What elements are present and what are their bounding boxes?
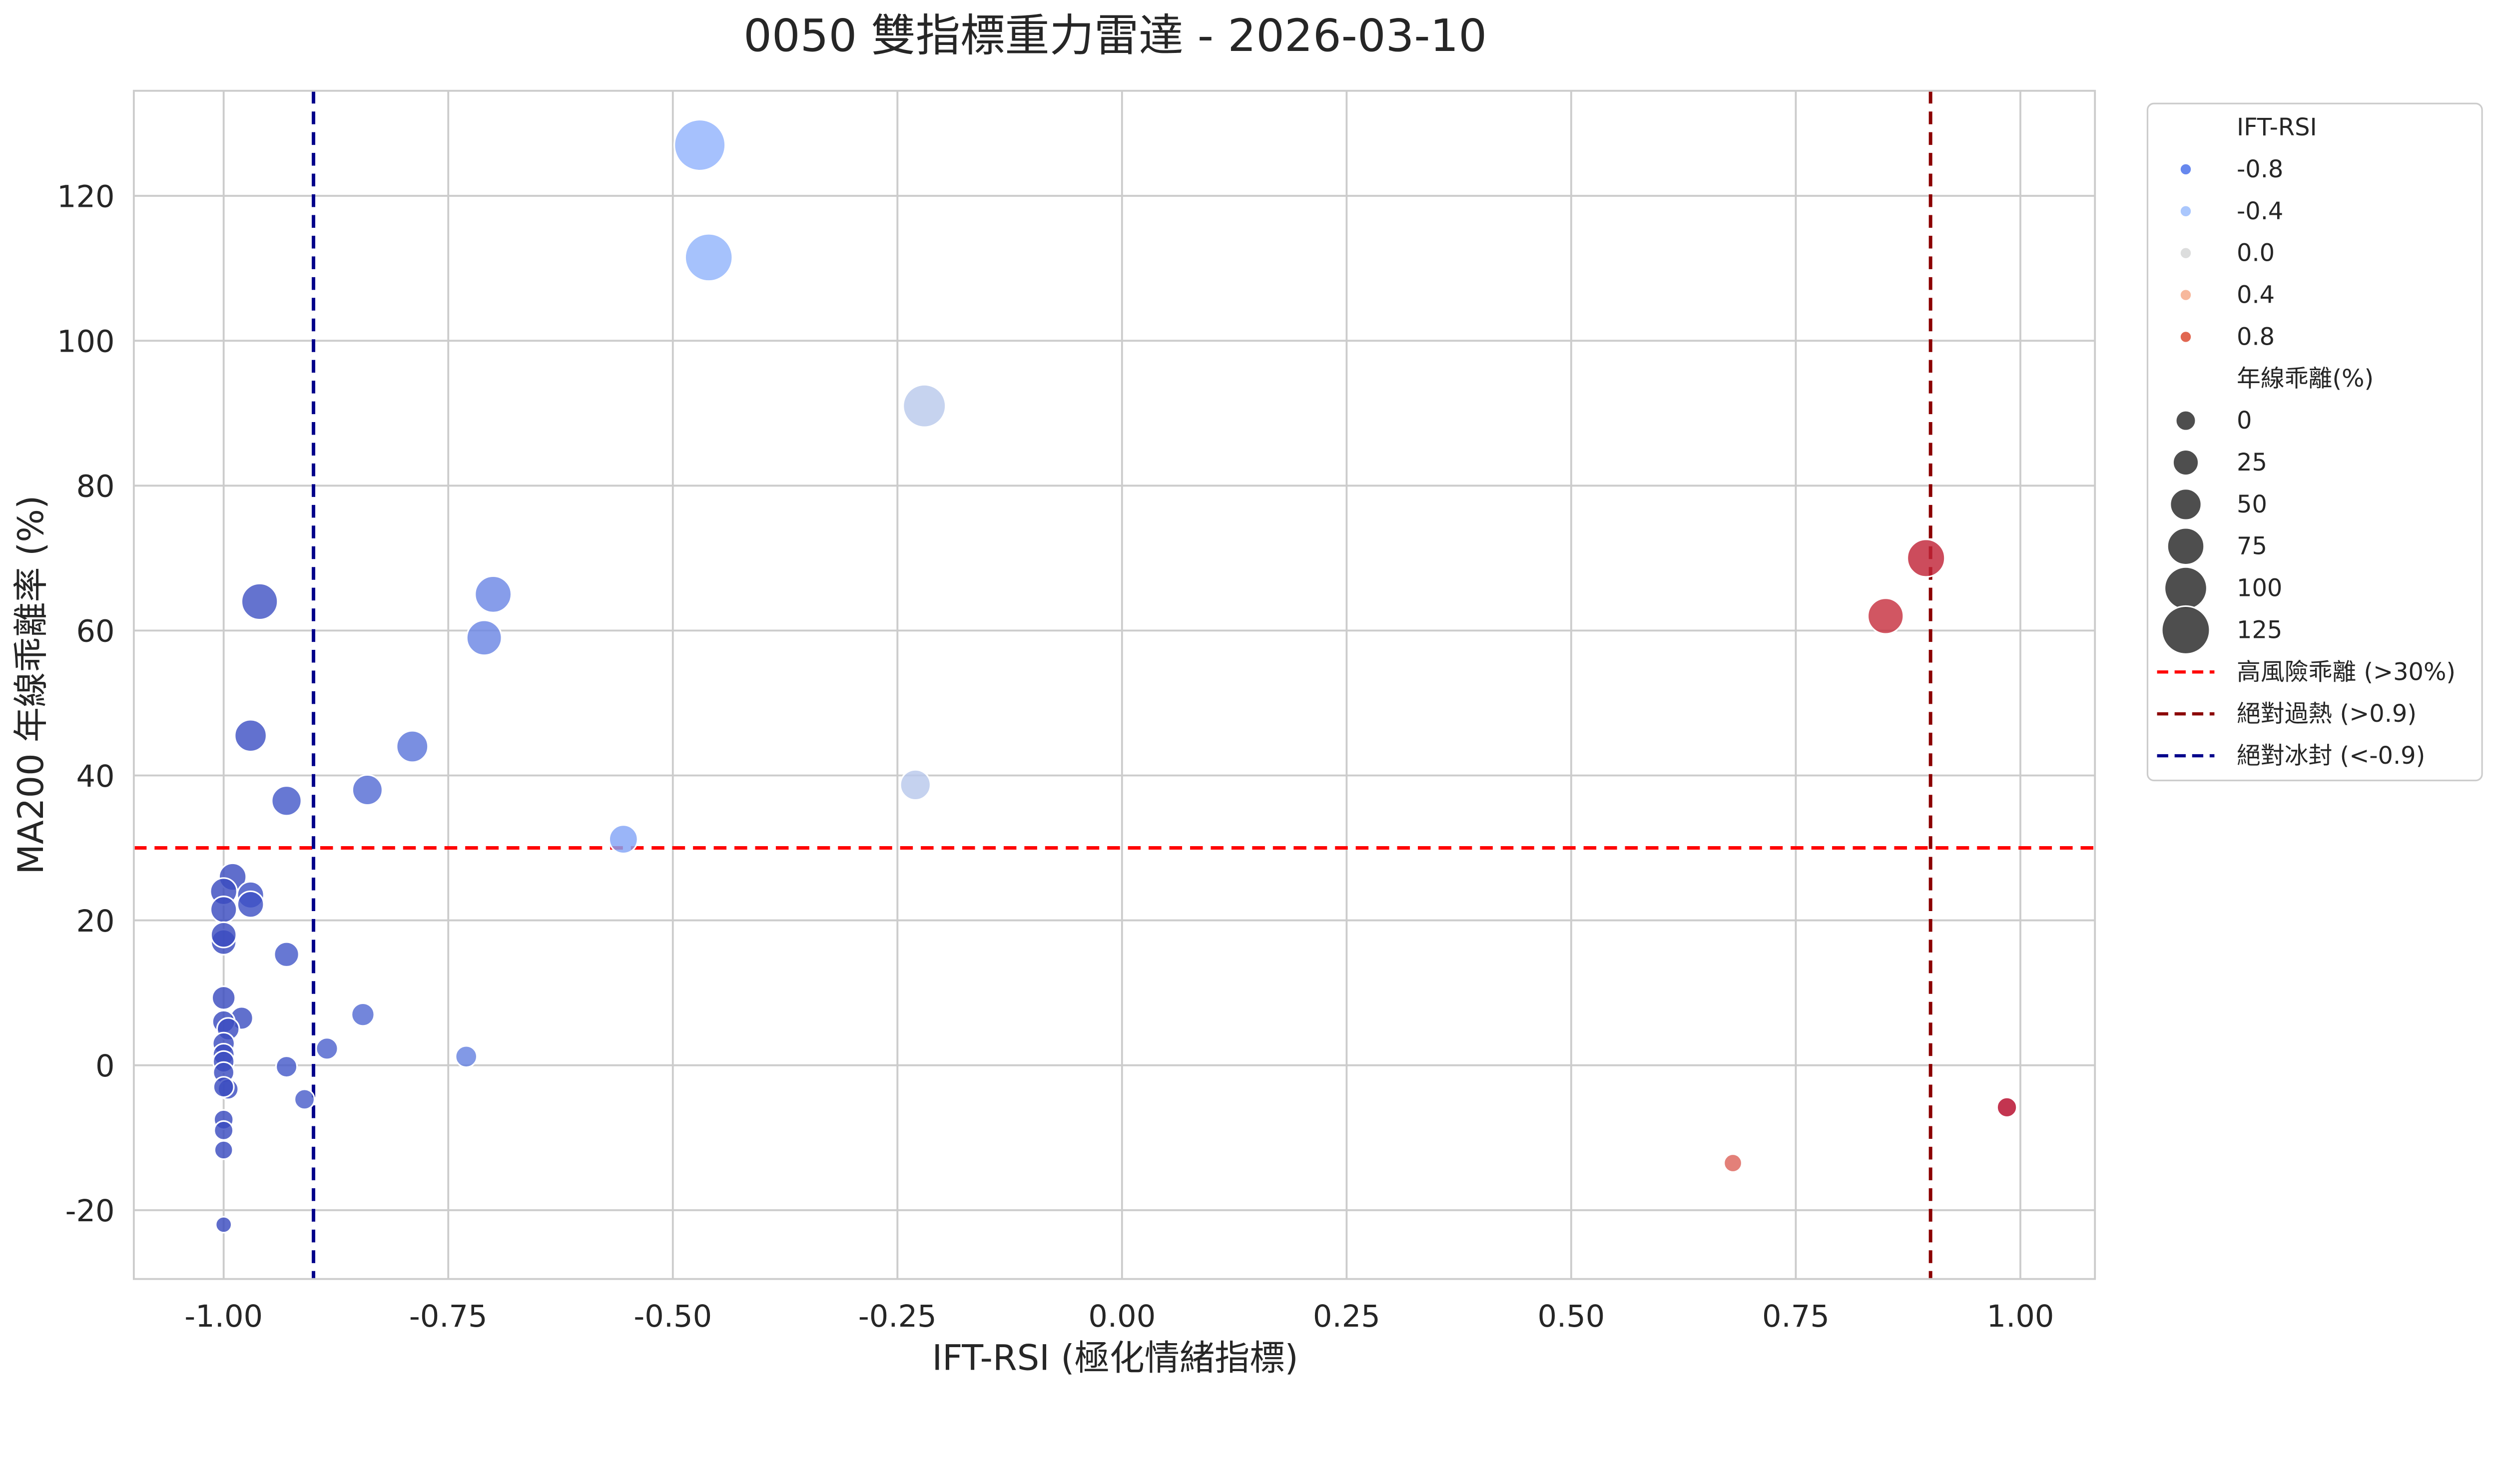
- y-tick-label: 80: [76, 470, 115, 504]
- legend-size-marker: [2175, 410, 2197, 432]
- data-point: [213, 1140, 234, 1160]
- data-point: [271, 785, 302, 817]
- y-tick-label: -20: [65, 1194, 115, 1229]
- legend-size-label: 75: [2237, 533, 2267, 560]
- plot-frame: [132, 89, 2096, 1280]
- data-point: [902, 384, 947, 428]
- chart-title: 0050 雙指標重力雷達 - 2026-03-10: [743, 10, 1487, 62]
- data-point: [1996, 1096, 2018, 1118]
- x-axis-label: IFT-RSI (極化情緒指標): [932, 1337, 1298, 1378]
- reference-lines: [133, 90, 2095, 1279]
- x-tick-label: -0.75: [409, 1299, 488, 1334]
- data-point: [1906, 538, 1946, 578]
- legend-size-label: 50: [2237, 491, 2267, 518]
- y-axis-label: MA200 年線乖離率 (%): [10, 495, 51, 875]
- data-point: [673, 118, 726, 172]
- x-tick-label: 0.00: [1088, 1299, 1156, 1334]
- legend-size-label: 125: [2237, 616, 2282, 644]
- x-tick-label: 0.50: [1537, 1299, 1605, 1334]
- legend-hue-label: 0.4: [2237, 282, 2275, 309]
- data-point: [234, 719, 268, 753]
- legend-line-label: 高風險乖離 (>30%): [2237, 658, 2456, 686]
- legend-line-label: 絕對冰封 (<-0.9): [2237, 742, 2425, 770]
- data-point: [608, 824, 638, 855]
- y-tick-label: 40: [76, 759, 115, 794]
- x-tick-label: 0.25: [1313, 1299, 1380, 1334]
- y-tick-label: 100: [57, 325, 115, 360]
- data-point: [211, 985, 236, 1010]
- data-point: [1867, 597, 1904, 635]
- legend-hue-marker: [2180, 206, 2191, 217]
- legend-hue-marker: [2180, 290, 2191, 300]
- scatter-chart: 0050 雙指標重力雷達 - 2026-03-10 -1.00 -0.75 -0.5…: [10, 10, 2483, 1378]
- x-tick-label: -1.00: [184, 1299, 263, 1334]
- data-point: [466, 619, 503, 656]
- data-point: [396, 730, 429, 763]
- data-point: [275, 1055, 298, 1078]
- data-point: [293, 1088, 316, 1110]
- legend-hue-title: IFT-RSI: [2237, 114, 2317, 141]
- legend-size-marker: [2163, 566, 2208, 610]
- data-points: [209, 118, 2018, 1234]
- data-point: [210, 921, 237, 949]
- x-tick-label: 0.75: [1762, 1299, 1830, 1334]
- data-point: [455, 1045, 478, 1068]
- legend-size-marker: [2161, 605, 2211, 655]
- grid: [133, 90, 2095, 1279]
- data-point: [684, 233, 733, 282]
- legend-size-marker: [2166, 527, 2205, 566]
- legend-hue-label: 0.0: [2237, 240, 2275, 267]
- legend-hue-label: -0.8: [2237, 156, 2283, 183]
- data-point: [315, 1037, 339, 1060]
- x-ticks: -1.00 -0.75 -0.50 -0.25 0.00 0.25 0.50 0.75 1.00: [184, 1299, 2054, 1334]
- data-point: [351, 774, 384, 806]
- data-point: [273, 941, 300, 968]
- y-ticks: -20 0 20 40 60 80 100 120: [57, 179, 115, 1229]
- legend-hue-label: 0.8: [2237, 323, 2275, 351]
- legend-size-marker: [2169, 488, 2202, 521]
- legend-size-label: 100: [2237, 575, 2282, 602]
- legend: IFT-RSI -0.8 -0.4 0.0 0.4 0.8 年線乖離(%) 0 25 50 75 10…: [2146, 102, 2483, 782]
- x-tick-label: -0.50: [633, 1299, 712, 1334]
- legend-hue-marker: [2180, 164, 2191, 175]
- data-point: [1723, 1153, 1743, 1173]
- legend-size-marker: [2172, 449, 2200, 477]
- legend-hue-marker: [2180, 332, 2191, 342]
- y-tick-label: 0: [95, 1049, 115, 1084]
- y-tick-label: 120: [57, 179, 115, 214]
- legend-hue-marker: [2180, 248, 2191, 258]
- x-tick-label: -0.25: [858, 1299, 937, 1334]
- data-point: [351, 1002, 375, 1027]
- legend-size-label: 0: [2237, 407, 2252, 435]
- data-point: [215, 1216, 233, 1234]
- y-tick-label: 20: [76, 904, 115, 939]
- legend-frame: [2146, 102, 2483, 782]
- legend-line-label: 絕對過熱 (>0.9): [2237, 700, 2417, 728]
- legend-hue-label: -0.4: [2237, 198, 2283, 225]
- data-point: [236, 890, 265, 919]
- legend-size-label: 25: [2237, 449, 2267, 477]
- data-point: [240, 582, 279, 621]
- data-point: [899, 769, 932, 801]
- data-point: [212, 1076, 235, 1098]
- y-tick-label: 60: [76, 614, 115, 649]
- data-point: [209, 896, 238, 924]
- data-point: [474, 575, 513, 613]
- legend-size-title: 年線乖離(%): [2237, 365, 2374, 393]
- data-point: [213, 1120, 234, 1141]
- x-tick-label: 1.00: [1987, 1299, 2054, 1334]
